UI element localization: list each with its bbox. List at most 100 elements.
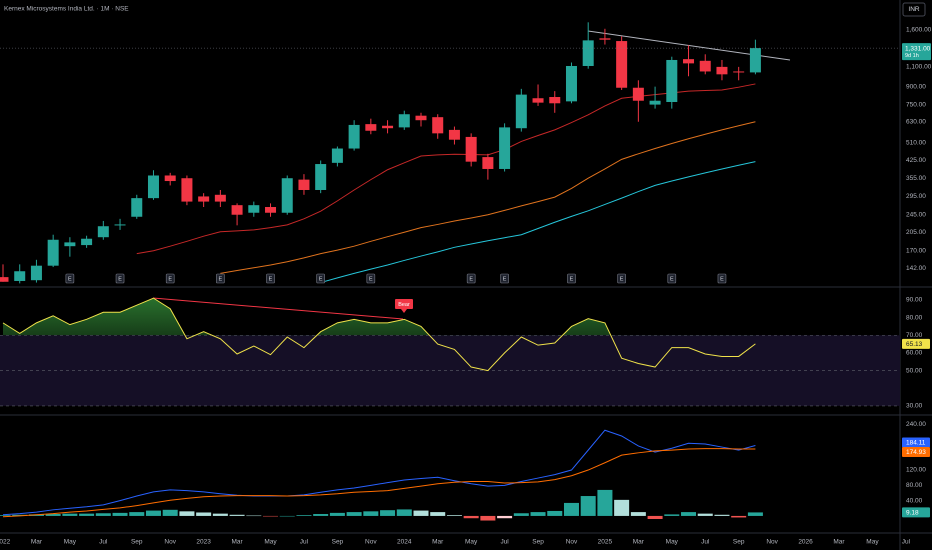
candle-body — [565, 65, 577, 102]
x-tick-label: Sep — [532, 539, 544, 546]
histogram-bar — [145, 510, 161, 516]
earnings-label: E — [620, 276, 624, 282]
x-tick-label: Mar — [833, 539, 845, 546]
y-tick-label: 900.00 — [906, 83, 926, 90]
macd-value-label-box — [902, 447, 930, 458]
y-tick-label: 120.00 — [906, 467, 926, 474]
macd-value-label-box — [902, 437, 930, 448]
histogram-bar — [296, 515, 312, 516]
rsi-value-label-box — [902, 338, 930, 349]
candle-body — [649, 100, 661, 105]
histogram-bar — [12, 514, 28, 516]
histogram-bar — [446, 515, 462, 516]
y-tick-label: 295.00 — [906, 193, 926, 200]
histogram-bar — [413, 510, 429, 516]
y-tick-label: 70.00 — [906, 332, 923, 339]
x-tick-label: Mar — [231, 539, 243, 546]
y-tick-label: 510.00 — [906, 139, 926, 146]
histogram-bar — [563, 502, 579, 516]
currency-label[interactable]: INR — [908, 6, 920, 13]
candle-body — [30, 265, 42, 281]
histogram-value-label: 9.18 — [906, 510, 919, 517]
x-tick-label: Jul — [902, 539, 911, 546]
earnings-marker — [115, 273, 125, 284]
histogram-bar — [112, 512, 128, 516]
candle-body — [47, 239, 59, 266]
histogram-bar — [480, 515, 496, 521]
moving-average — [220, 121, 756, 274]
candle-body — [114, 224, 126, 226]
currency-button[interactable] — [902, 2, 926, 17]
histogram-bar — [463, 515, 479, 519]
divergence-annotation: Bear — [395, 299, 413, 313]
y-tick-label: 425.00 — [906, 157, 926, 164]
y-tick-label: 80.00 — [906, 482, 923, 489]
earnings-label: E — [720, 276, 724, 282]
earnings-label: E — [469, 276, 473, 282]
candle-body — [198, 196, 210, 202]
candle-body — [0, 277, 9, 282]
candle-body — [181, 178, 193, 202]
earnings-label: E — [570, 276, 574, 282]
y-tick-label: 40.00 — [906, 497, 923, 504]
y-tick-label: 80.00 — [906, 314, 923, 321]
candle-body — [147, 175, 159, 199]
y-tick-label: 205.00 — [906, 229, 926, 236]
candle-body — [64, 242, 76, 247]
x-tick-label: Sep — [733, 539, 745, 546]
x-tick-label: 2022 — [0, 539, 11, 546]
divergence-line — [152, 297, 404, 320]
histogram-bar — [246, 515, 262, 517]
y-tick-label: 60.00 — [906, 350, 923, 357]
candle-body — [549, 97, 561, 104]
earnings-label: E — [319, 276, 323, 282]
earnings-marker — [617, 273, 626, 284]
x-tick-label: Nov — [365, 539, 377, 546]
y-tick-label: 240.00 — [906, 421, 926, 428]
histogram-bar — [714, 514, 730, 516]
candle-body — [532, 98, 544, 103]
earnings-label: E — [369, 276, 373, 282]
earnings-label: E — [219, 276, 223, 282]
x-tick-label: Sep — [332, 539, 344, 546]
histogram-bar — [196, 512, 212, 516]
candle-body — [14, 271, 26, 281]
candle-body — [465, 136, 477, 162]
x-tick-label: Jul — [300, 539, 309, 546]
candle-body — [699, 60, 711, 72]
y-tick-label: 1,600.00 — [906, 27, 932, 34]
candle-body — [248, 205, 260, 213]
histogram-bar — [731, 515, 747, 518]
histogram-bar — [129, 512, 145, 516]
rsi-line — [2, 297, 756, 372]
earnings-marker — [567, 273, 576, 284]
candle-body — [448, 129, 460, 140]
earnings-marker — [165, 273, 175, 284]
histogram-bar — [681, 512, 697, 516]
histogram-bar — [346, 512, 362, 516]
candle-body — [331, 148, 343, 163]
candle-body — [398, 114, 410, 128]
x-tick-label: Mar — [633, 539, 645, 546]
candle-body — [683, 59, 695, 64]
histogram-bar — [513, 513, 529, 516]
x-tick-label: Jul — [500, 539, 509, 546]
macd-value-label: 184.11 — [906, 440, 926, 447]
candle-body — [599, 38, 611, 40]
candle-body — [749, 48, 761, 73]
earnings-label: E — [670, 276, 674, 282]
x-tick-label: 2024 — [397, 539, 412, 546]
candle-body — [164, 175, 176, 182]
candle-body — [214, 194, 226, 202]
histogram-bar — [697, 513, 713, 516]
candle-body — [482, 157, 494, 169]
y-tick-label: 355.00 — [906, 175, 926, 182]
y-tick-label: 1,100.00 — [906, 64, 932, 71]
earnings-label: E — [269, 276, 273, 282]
countdown-label: 9d 1h — [905, 53, 919, 59]
earnings-marker — [667, 273, 677, 284]
rsi-value-label: 65.13 — [906, 341, 923, 348]
y-tick-label: 630.00 — [906, 118, 926, 125]
